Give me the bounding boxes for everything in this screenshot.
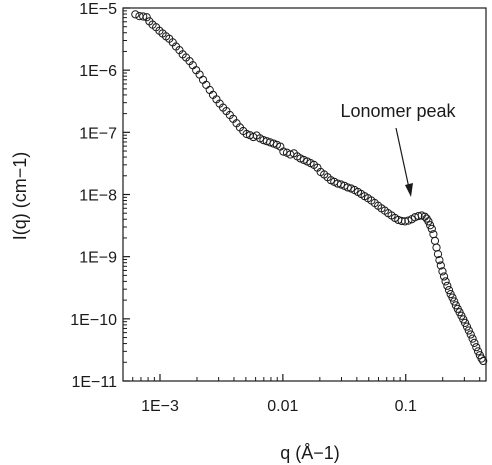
x-axis-label: q (Å−1) [280, 443, 340, 463]
data-point [468, 334, 477, 343]
plot-frame [122, 7, 487, 382]
data-point [343, 183, 352, 192]
data-point [430, 236, 440, 245]
data-point [464, 326, 473, 335]
data-point [477, 354, 486, 363]
data-point [336, 180, 346, 189]
data-point [397, 216, 406, 226]
y-axis-label: I(q) (cm−1) [10, 152, 30, 241]
data-point [448, 293, 457, 302]
data-point [441, 277, 450, 286]
x-tick-label: 0.1 [395, 398, 417, 415]
y-tick-label: 1E−5 [79, 1, 117, 18]
data-point [198, 75, 208, 84]
y-axis: 1E−5 1E−6 1E−7 1E−8 1E−9 1E−10 1E−11 [70, 1, 130, 391]
y-tick-label: 1E−8 [79, 188, 117, 205]
annotation-label: Lonomer peak [340, 101, 456, 121]
data-point [443, 281, 452, 290]
y-tick-label: 1E−7 [79, 125, 117, 142]
data-point [472, 343, 481, 352]
data-point [435, 256, 444, 265]
data-point [424, 217, 433, 226]
data-point [450, 297, 459, 306]
data-point [470, 338, 479, 348]
data-point [444, 285, 454, 295]
y-tick-label: 1E−9 [79, 250, 117, 267]
y-tick-label: 1E−6 [79, 63, 117, 80]
data-point [439, 272, 449, 281]
data-point [438, 267, 447, 276]
data-point [279, 147, 288, 156]
data-point [432, 243, 441, 252]
data-point [466, 330, 475, 339]
data-points [131, 10, 488, 366]
annotation-arrow [395, 127, 413, 197]
x-axis: 1E−3 0.01 0.1 [132, 374, 481, 415]
y-tick-label: 1E−10 [70, 312, 117, 329]
data-point [142, 13, 151, 22]
x-tick-label: 0.01 [267, 398, 298, 415]
data-point [433, 249, 443, 259]
data-point [131, 10, 140, 19]
data-point [473, 347, 483, 356]
data-point [479, 356, 488, 366]
data-point [202, 80, 211, 89]
data-point [139, 12, 148, 21]
data-point [462, 322, 472, 331]
x-tick-label: 1E−3 [141, 398, 179, 415]
data-point [414, 211, 423, 221]
data-point [427, 224, 436, 233]
data-point [242, 129, 251, 139]
data-point [436, 261, 445, 270]
y-tick-label: 1E−11 [71, 374, 117, 391]
